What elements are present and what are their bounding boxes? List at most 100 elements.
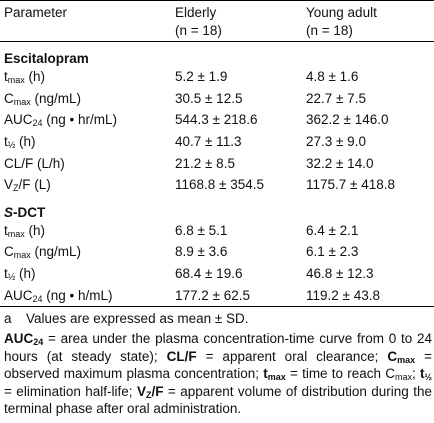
header-cell: (n = 18) — [302, 21, 434, 42]
section-title-part: -DCT — [13, 204, 46, 220]
elderly-cell: 6.8 ± 5.1 — [175, 222, 228, 238]
young-cell: 4.8 ± 1.6 — [306, 69, 359, 85]
footnote-text: Values are expressed as mean ± SD. — [26, 311, 249, 326]
pk-table: Parameter Elderly Young adult (n = 18) (… — [0, 0, 434, 307]
parameter-part: max — [7, 75, 25, 86]
data-row: Cmax (ng/mL) 8.9 ± 3.6 6.1 ± 2.3 — [0, 241, 434, 263]
data-row: AUC24 (ng • hr/mL) 544.3 ± 218.6 362.2 ± 1… — [0, 109, 434, 131]
term-sub: Z — [145, 389, 152, 400]
parameter-part: CL/F (L/h) — [4, 155, 65, 171]
data-row: t½ (h) 68.4 ± 19.6 46.8 ± 12.3 — [0, 263, 434, 285]
parameter-part: 24 — [32, 118, 43, 129]
parameter-part: C — [4, 244, 14, 260]
data-row: Cmax (ng/mL) 30.5 ± 12.5 22.7 ± 7.5 — [0, 88, 434, 110]
elderly-cell: 177.2 ± 62.5 — [171, 284, 302, 307]
definition-sub: max — [395, 372, 413, 382]
definition: = time to reach C — [285, 366, 395, 381]
footnote: a Values are expressed as mean ± SD. — [4, 311, 249, 326]
parameter-part: /F (L) — [18, 177, 51, 193]
parameter-cell: t½ (h) — [0, 131, 171, 153]
definition: = observed maximum plasma concentration; — [4, 348, 432, 382]
young-cell: 1175.7 ± 418.8 — [306, 177, 395, 193]
parameter-part: (ng • hr/mL) — [42, 112, 118, 128]
term: V — [136, 383, 146, 399]
parameter-cell: AUC24 (ng • h/mL) — [0, 284, 171, 307]
data-row: AUC24 (ng • h/mL) 177.2 ± 62.5 119.2 ± 43.… — [0, 284, 434, 307]
parameter-part: (h) — [24, 69, 46, 85]
header-cell: Parameter — [4, 4, 68, 20]
young-cell: 6.1 ± 2.3 — [306, 244, 359, 260]
parameter-part: (h) — [15, 266, 36, 282]
parameter-part: max — [13, 96, 31, 107]
term-sub: max — [397, 354, 416, 365]
term: /F — [151, 383, 164, 399]
parameter-cell: CL/F (L/h) — [0, 152, 171, 174]
definition: = apparent volume of distribution during… — [4, 383, 432, 417]
parameter-cell: Cmax (ng/mL) — [0, 88, 171, 110]
term: t — [263, 366, 268, 381]
table-body: Escitalopram tmax (h) 5.2 ± 1.9 4.8 ± 1.6 Cm… — [0, 42, 434, 307]
data-row: tmax (h) 6.8 ± 5.1 6.4 ± 2.1 — [0, 220, 434, 242]
term: CL/F — [166, 348, 197, 364]
header-cell — [0, 21, 171, 42]
parameter-part: t — [4, 69, 8, 85]
term-sub: 24 — [33, 337, 44, 347]
parameter-part: (ng/mL) — [30, 244, 82, 260]
definition: = area under the plasma concentration-ti… — [4, 331, 432, 364]
term: t — [419, 366, 425, 381]
definition: = elimination half-life; — [4, 383, 137, 399]
parameter-part: V — [4, 177, 14, 193]
term-sub: max — [267, 372, 286, 382]
parameter-part: Z — [13, 183, 19, 194]
parameter-part: (h) — [15, 134, 36, 150]
parameter-part: (h) — [24, 222, 46, 238]
parameter-cell: VZ/F (L) — [0, 174, 171, 196]
parameter-part: ½ — [7, 272, 16, 283]
young-cell: 32.2 ± 14.0 — [306, 155, 374, 171]
data-row: CL/F (L/h) 21.2 ± 8.5 32.2 ± 14.0 — [0, 152, 434, 174]
elderly-cell: 1168.8 ± 354.5 — [175, 177, 264, 193]
header-cell: (n = 18) — [171, 21, 302, 42]
young-cell: 6.4 ± 2.1 — [306, 222, 359, 238]
elderly-cell: 544.3 ± 218.6 — [175, 112, 258, 128]
young-cell: 22.7 ± 7.5 — [306, 90, 366, 106]
parameter-part: max — [13, 250, 31, 261]
parameter-part: t — [4, 134, 8, 150]
young-cell: 27.3 ± 9.0 — [306, 134, 366, 150]
parameter-cell: tmax (h) — [0, 220, 171, 242]
section-title: Escitalopram — [0, 42, 434, 66]
parameter-part: (ng/mL) — [30, 90, 82, 106]
section-row: Escitalopram — [0, 42, 434, 66]
header-row: Parameter Elderly Young adult — [0, 1, 434, 22]
elderly-cell: 8.9 ± 3.6 — [175, 244, 228, 260]
table-header: Parameter Elderly Young adult (n = 18) (… — [0, 0, 434, 42]
section-title-part: S — [4, 204, 14, 220]
parameter-part: AUC — [4, 287, 33, 303]
parameter-part: 24 — [32, 293, 43, 304]
section-title-part: Escitalopram — [4, 51, 89, 66]
section-row: S-DCT — [0, 196, 434, 220]
data-row: t½ (h) 40.7 ± 11.3 27.3 ± 9.0 — [0, 131, 434, 153]
parameter-part: C — [4, 90, 14, 106]
elderly-cell: 68.4 ± 19.6 — [175, 266, 243, 282]
young-cell: 362.2 ± 146.0 — [306, 112, 389, 128]
elderly-cell: 40.7 ± 11.3 — [175, 134, 242, 150]
parameter-part: ½ — [7, 140, 16, 151]
elderly-cell: 21.2 ± 8.5 — [175, 155, 235, 171]
abbreviations: AUC24 = area under the plasma concentrat… — [4, 330, 432, 418]
parameter-part: max — [7, 228, 25, 239]
data-row: tmax (h) 5.2 ± 1.9 4.8 ± 1.6 — [0, 66, 434, 88]
parameter-part: AUC — [4, 112, 33, 128]
elderly-cell: 30.5 ± 12.5 — [175, 90, 243, 106]
header-cell: Young adult — [306, 4, 377, 20]
footnote-marker: a — [4, 311, 12, 326]
section-title: S-DCT — [0, 196, 434, 220]
parameter-cell: t½ (h) — [0, 263, 171, 285]
definition: ; — [412, 366, 420, 381]
young-cell: 46.8 ± 12.3 — [306, 266, 374, 282]
term: C — [387, 348, 398, 364]
definition: = apparent oral clearance; — [196, 348, 388, 364]
young-cell: 119.2 ± 43.8 — [302, 284, 434, 307]
header-row: (n = 18) (n = 18) — [0, 21, 434, 42]
